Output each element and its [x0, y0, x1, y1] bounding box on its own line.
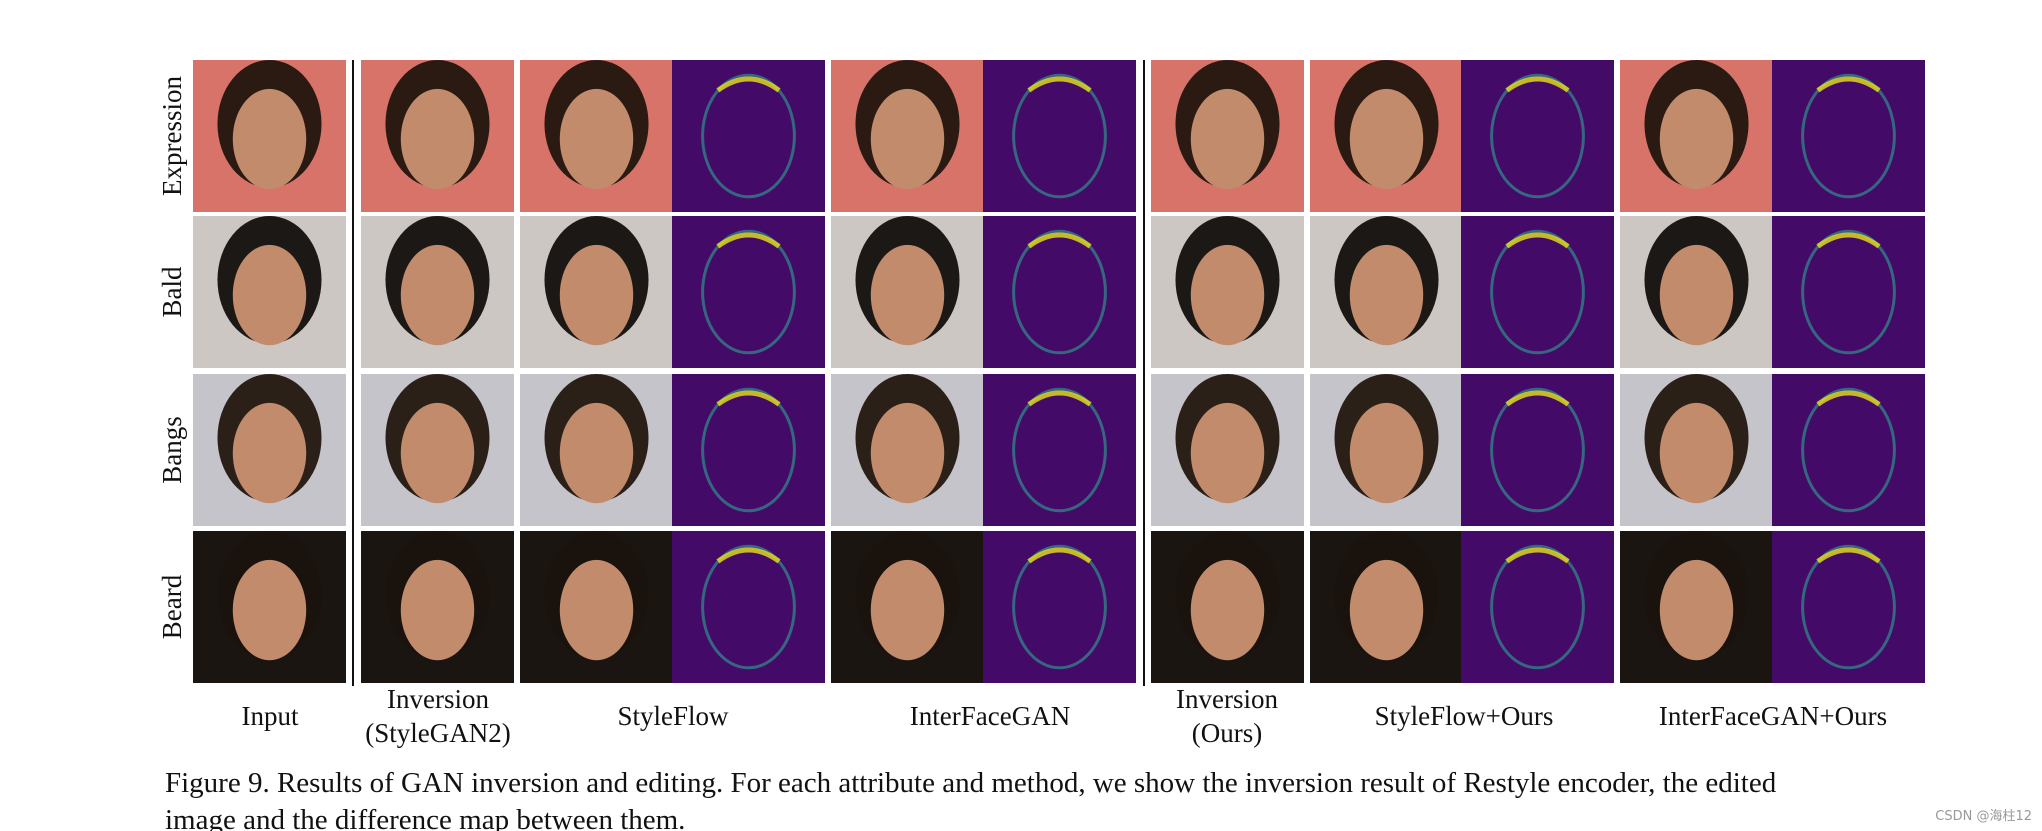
face [400, 402, 475, 504]
difference-map [1461, 374, 1614, 526]
difference-map [1461, 531, 1614, 683]
difference-outline [1490, 387, 1585, 513]
face [232, 402, 307, 504]
face [1349, 559, 1424, 661]
difference-outline [701, 387, 796, 513]
difference-highlight [1505, 390, 1570, 407]
difference-map [1772, 60, 1925, 212]
difference-highlight [716, 390, 781, 407]
column-label: (Ours) [1192, 718, 1262, 748]
difference-map [672, 216, 825, 368]
difference-highlight [1505, 76, 1570, 93]
face [1349, 244, 1424, 346]
face [1659, 559, 1734, 661]
difference-outline [1801, 229, 1896, 355]
difference-highlight [716, 76, 781, 93]
column-label: StyleFlow [617, 701, 729, 731]
face [559, 88, 634, 190]
difference-highlight [716, 547, 781, 564]
face [400, 244, 475, 346]
face [559, 244, 634, 346]
difference-highlight [716, 232, 781, 249]
face [232, 88, 307, 190]
face [1349, 402, 1424, 504]
face [400, 88, 475, 190]
face [1659, 88, 1734, 190]
difference-map [1461, 216, 1614, 368]
difference-outline [1490, 229, 1585, 355]
row-label: Beard [157, 574, 187, 639]
difference-outline [1490, 544, 1585, 670]
difference-highlight [1027, 547, 1092, 564]
difference-map [1772, 216, 1925, 368]
face [870, 88, 945, 190]
difference-highlight [1816, 232, 1881, 249]
face [400, 559, 475, 661]
column-label: Inversion [1176, 684, 1278, 714]
row-label: Expression [157, 76, 187, 196]
column-label: InterFaceGAN [910, 701, 1070, 731]
column-label: InterFaceGAN+Ours [1659, 701, 1887, 731]
difference-highlight [1505, 232, 1570, 249]
caption: image and the difference map between the… [165, 804, 685, 831]
difference-outline [1490, 73, 1585, 199]
difference-map [983, 531, 1136, 683]
face [232, 559, 307, 661]
watermark: CSDN @海柱12 [1935, 809, 2032, 824]
difference-outline [701, 73, 796, 199]
column-label: (StyleGAN2) [365, 718, 510, 748]
face [1349, 88, 1424, 190]
difference-map [672, 60, 825, 212]
difference-outline [1801, 73, 1896, 199]
difference-map [1772, 374, 1925, 526]
difference-map [1461, 60, 1614, 212]
face [1190, 88, 1265, 190]
difference-map [983, 374, 1136, 526]
face [870, 244, 945, 346]
difference-highlight [1505, 547, 1570, 564]
difference-highlight [1027, 390, 1092, 407]
difference-highlight [1027, 76, 1092, 93]
column-label: StyleFlow+Ours [1375, 701, 1554, 731]
difference-highlight [1027, 232, 1092, 249]
difference-map [983, 60, 1136, 212]
difference-outline [701, 544, 796, 670]
row-label: Bangs [157, 416, 187, 484]
row-label: Bald [157, 266, 187, 317]
difference-highlight [1816, 547, 1881, 564]
difference-outline [701, 229, 796, 355]
face [870, 402, 945, 504]
difference-outline [1801, 544, 1896, 670]
difference-highlight [1816, 76, 1881, 93]
face [870, 559, 945, 661]
difference-outline [1012, 73, 1107, 199]
column-label: Inversion [387, 684, 489, 714]
difference-map [1772, 531, 1925, 683]
face [232, 244, 307, 346]
face [1190, 402, 1265, 504]
difference-outline [1012, 229, 1107, 355]
difference-outline [1801, 387, 1896, 513]
difference-outline [1012, 544, 1107, 670]
face [559, 559, 634, 661]
difference-outline [1012, 387, 1107, 513]
column-label: Input [242, 701, 299, 731]
face [1659, 402, 1734, 504]
difference-map [672, 374, 825, 526]
face [559, 402, 634, 504]
face [1190, 244, 1265, 346]
caption: Figure 9. Results of GAN inversion and e… [165, 767, 1777, 799]
difference-map [672, 531, 825, 683]
difference-highlight [1816, 390, 1881, 407]
face [1659, 244, 1734, 346]
difference-map [983, 216, 1136, 368]
face [1190, 559, 1265, 661]
